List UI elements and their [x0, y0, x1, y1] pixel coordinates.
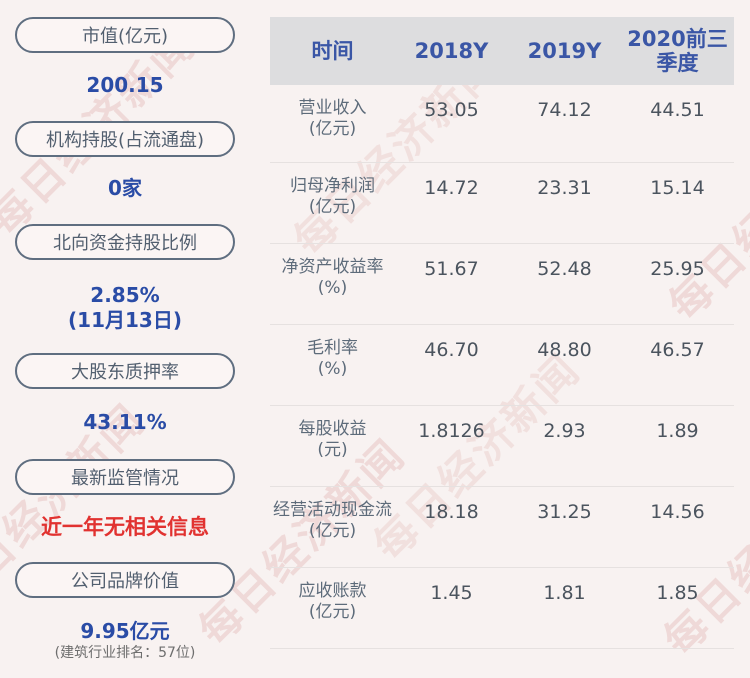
stat-pill-label: 公司品牌价值	[71, 571, 179, 592]
stat-pill-major-shareholder-pledge: 大股东质押率	[15, 353, 235, 389]
row-label: 每股收益 (元)	[298, 419, 367, 460]
table-header-2018: 2018Y	[414, 39, 489, 63]
stat-pill-label: 机构持股(占流通盘)	[45, 130, 205, 151]
stat-value-institutional-holding: 0家	[108, 176, 142, 200]
cell-value: 1.8126	[418, 420, 485, 442]
row-label: 应收账款 (亿元)	[298, 581, 367, 622]
table-row: 每股收益 (元) 1.8126 2.93 1.89	[270, 406, 734, 487]
cell-value: 1.85	[656, 582, 699, 604]
table-header-2019: 2019Y	[527, 39, 602, 63]
table-row: 归母净利润 (亿元) 14.72 23.31 15.14	[270, 163, 734, 244]
table-row: 营业收入 (亿元) 53.05 74.12 44.51	[270, 85, 734, 163]
cell-value: 15.14	[650, 177, 705, 199]
stat-pill-market-cap: 市值(亿元)	[15, 17, 235, 53]
cell-value: 31.25	[537, 501, 592, 523]
table-row: 经营活动现金流 (亿元) 18.18 31.25 14.56	[270, 487, 734, 568]
stat-value-line2: (11月13日)	[68, 308, 182, 332]
stat-note-industry-rank: (建筑行业排名：57位)	[54, 645, 196, 661]
cell-value: 52.48	[537, 258, 592, 280]
cell-value: 2.93	[543, 420, 586, 442]
stat-pill-label: 最新监管情况	[71, 468, 179, 489]
row-label: 净资产收益率 (%)	[281, 257, 384, 298]
stat-value-market-cap: 200.15	[86, 73, 164, 97]
cell-value: 18.18	[424, 501, 479, 523]
stat-pill-northbound-holding: 北向资金持股比例	[15, 224, 235, 260]
cell-value: 48.80	[537, 339, 592, 361]
stat-pill-label: 北向资金持股比例	[53, 233, 197, 254]
cell-value: 46.57	[650, 339, 705, 361]
table-row: 毛利率 (%) 46.70 48.80 46.57	[270, 325, 734, 406]
table-header-2020q3: 2020前三季度	[627, 27, 728, 75]
stat-value-brand-value: 9.95亿元	[80, 619, 170, 643]
cell-value: 1.45	[430, 582, 473, 604]
cell-value: 1.89	[656, 420, 699, 442]
stat-pill-latest-regulation: 最新监管情况	[15, 459, 235, 495]
cell-value: 23.31	[537, 177, 592, 199]
stat-pill-label: 市值(亿元)	[81, 26, 169, 47]
financial-table: 时间 2018Y 2019Y 2020前三季度 营业收入 (亿元) 53.05 …	[270, 17, 734, 649]
row-label: 归母净利润 (亿元)	[290, 176, 375, 217]
table-header-row: 时间 2018Y 2019Y 2020前三季度	[270, 17, 734, 85]
cell-value: 1.81	[543, 582, 586, 604]
cell-value: 74.12	[537, 99, 592, 121]
cell-value: 14.56	[650, 501, 705, 523]
table-header-time: 时间	[311, 39, 354, 63]
table-row: 净资产收益率 (%) 51.67 52.48 25.95	[270, 244, 734, 325]
cell-value: 44.51	[650, 99, 705, 121]
stat-pill-label: 大股东质押率	[71, 362, 179, 383]
cell-value: 53.05	[424, 99, 479, 121]
row-label: 营业收入 (亿元)	[298, 98, 367, 139]
cell-value: 25.95	[650, 258, 705, 280]
row-label: 毛利率 (%)	[307, 338, 358, 379]
stat-pill-institutional-holding: 机构持股(占流通盘)	[15, 121, 235, 157]
stat-value-northbound-holding: 2.85% (11月13日)	[15, 283, 235, 333]
table-row: 应收账款 (亿元) 1.45 1.81 1.85	[270, 568, 734, 649]
cell-value: 14.72	[424, 177, 479, 199]
row-label: 经营活动现金流 (亿元)	[273, 500, 392, 541]
stat-value-latest-regulation: 近一年无相关信息	[41, 515, 209, 539]
cell-value: 51.67	[424, 258, 479, 280]
stat-pill-brand-value: 公司品牌价值	[15, 562, 235, 598]
cell-value: 46.70	[424, 339, 479, 361]
stat-value-major-shareholder-pledge: 43.11%	[83, 410, 167, 434]
stat-value-line1: 2.85%	[90, 283, 160, 307]
